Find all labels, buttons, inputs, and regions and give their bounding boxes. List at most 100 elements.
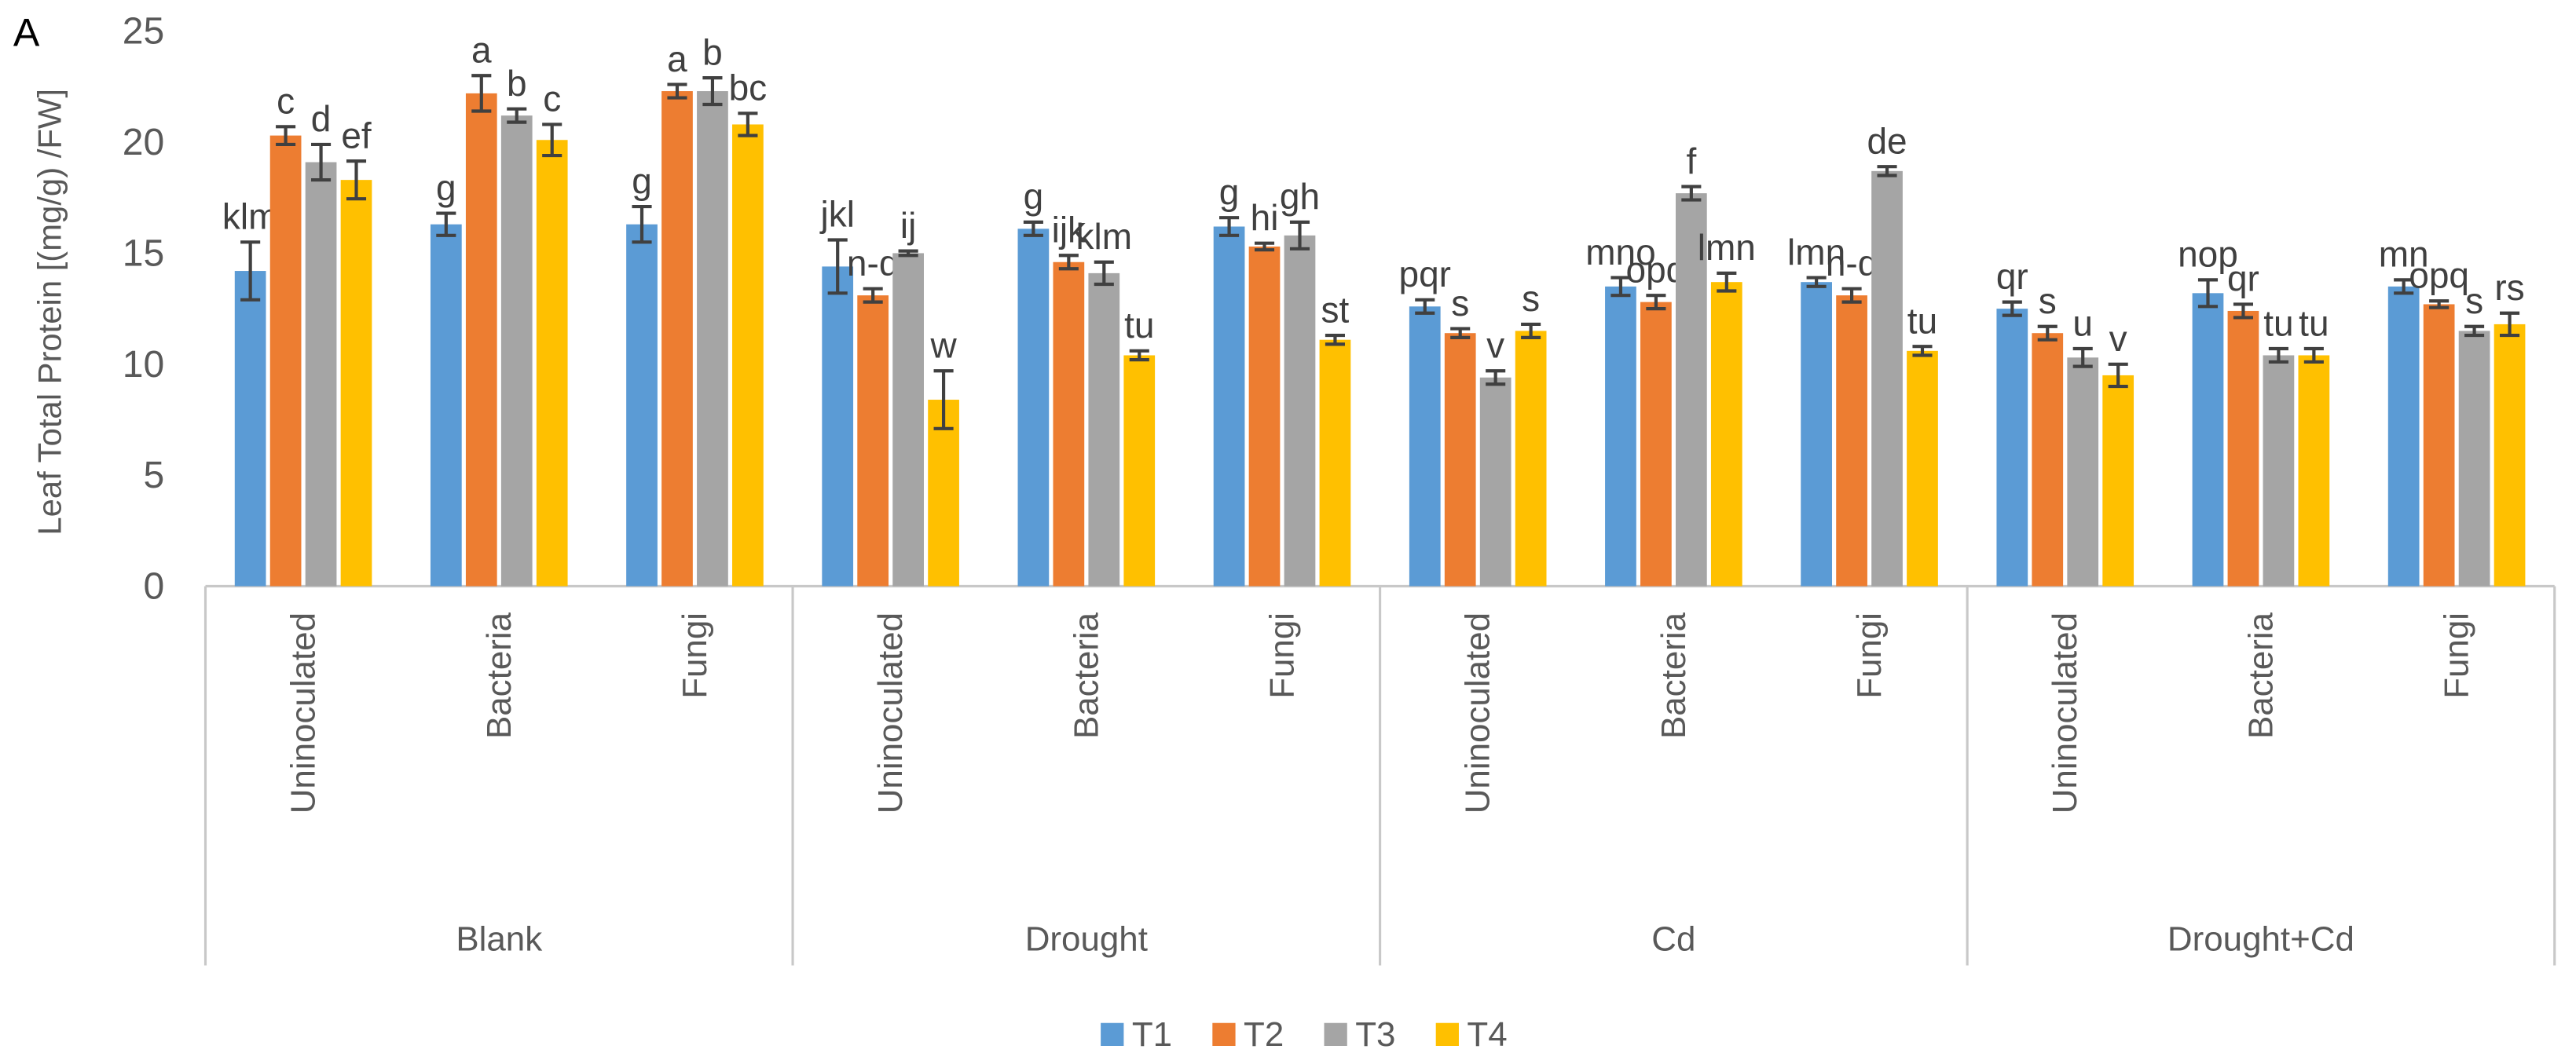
significance-letter-t4-blank-uninoculated: ef — [341, 115, 372, 155]
error-bar-t2-drought-cd-uninoculated — [2037, 324, 2058, 342]
legend-label: T3 — [1355, 1015, 1395, 1054]
y-tick-label: 15 — [123, 232, 164, 274]
series-t4: ef c bc w tu st s lmn tu v tu rs — [340, 68, 2526, 587]
error-bar-t4-drought-cd-bacteria — [2303, 346, 2324, 364]
y-tick-label: 20 — [123, 121, 164, 163]
error-bar-t2-cd-bacteria — [1646, 294, 1666, 311]
bar-t3-cd-fungi — [1871, 170, 1903, 587]
group-label-blank: Blank — [456, 920, 543, 959]
bar-t3-drought-bacteria — [1088, 272, 1120, 587]
error-bar-t1-drought-uninoculated — [827, 238, 848, 295]
bar-t2-drought-bacteria — [1053, 261, 1085, 587]
significance-letter-t3-blank-bacteria: b — [507, 63, 527, 104]
bar-t1-cd-uninoculated — [1409, 306, 1441, 587]
legend-item-t1: T1 — [1101, 1015, 1172, 1054]
error-bar-t2-blank-fungi — [667, 82, 687, 100]
category-label-blank-fungi: Fungi — [676, 612, 714, 699]
legend-label: T4 — [1467, 1015, 1507, 1054]
significance-letter-t2-blank-uninoculated: c — [277, 81, 295, 122]
bar-t2-drought-cd-uninoculated — [2032, 333, 2064, 587]
error-bar-t2-drought-uninoculated — [863, 287, 883, 304]
y-tick-label: 10 — [123, 343, 164, 386]
legend-swatch — [1101, 1022, 1124, 1046]
error-bar-t4-drought-fungi — [1325, 333, 1345, 346]
bar-t2-drought-cd-bacteria — [2227, 310, 2259, 587]
bar-t4-drought-uninoculated — [928, 400, 959, 587]
significance-letter-t3-blank-uninoculated: d — [311, 98, 332, 139]
significance-letter-t4-cd-fungi: tu — [1907, 300, 1937, 341]
bar-t1-drought-uninoculated — [822, 266, 854, 587]
error-bar-t4-drought-cd-uninoculated — [2108, 362, 2128, 389]
error-bar-t1-drought-cd-bacteria — [2197, 278, 2219, 309]
bar-t4-cd-uninoculated — [1515, 331, 1547, 587]
significance-letter-t3-cd-uninoculated: v — [1486, 325, 1504, 366]
category-label-drought-cd-uninoculated: Uninoculated — [2046, 612, 2084, 814]
significance-letter-t4-cd-bacteria: lmn — [1698, 227, 1756, 268]
y-axis-tick-labels: 0 5 10 15 20 25 — [123, 10, 164, 608]
bar-t4-drought-cd-uninoculated — [2102, 375, 2134, 587]
bar-t2-blank-uninoculated — [269, 135, 302, 587]
bar-t3-drought-cd-fungi — [2458, 331, 2490, 587]
significance-letter-t2-cd-fungi: n-q — [1826, 243, 1878, 283]
bar-t2-cd-bacteria — [1640, 302, 1672, 587]
significance-letter-t4-drought-cd-uninoculated: v — [2109, 318, 2127, 359]
y-axis-title: Leaf Total Protein [(mg/g) /FW] — [31, 89, 68, 536]
error-bar-t3-drought-cd-uninoculated — [2072, 346, 2093, 368]
significance-letter-t1-drought-cd-fungi: mn — [2379, 234, 2429, 275]
bar-t1-drought-cd-uninoculated — [1996, 309, 2028, 587]
error-bar-t1-blank-bacteria — [436, 211, 456, 237]
error-bar-t2-drought-cd-fungi — [2429, 299, 2450, 309]
significance-letter-t4-blank-fungi: bc — [729, 68, 768, 108]
legend-swatch — [1435, 1022, 1459, 1046]
significance-letter-t3-drought-cd-uninoculated: u — [2072, 302, 2093, 343]
error-bar-t4-blank-uninoculated — [346, 159, 367, 201]
significance-letter-t2-drought-uninoculated: n-q — [847, 243, 899, 283]
bar-t2-drought-fungi — [1248, 246, 1281, 587]
significance-letter-t2-drought-cd-uninoculated: s — [2039, 280, 2057, 321]
significance-letter-t1-drought-uninoculated: jkl — [819, 194, 854, 235]
bar-t4-cd-fungi — [1907, 350, 1938, 587]
error-bar-t4-cd-bacteria — [1717, 271, 1737, 293]
bar-t1-cd-fungi — [1801, 282, 1832, 587]
bar-t3-blank-uninoculated — [305, 162, 337, 587]
bar-t1-drought-bacteria — [1017, 229, 1050, 587]
y-tick-label: 0 — [143, 565, 164, 608]
significance-letter-t2-drought-fungi: hi — [1251, 197, 1279, 238]
legend-swatch — [1212, 1022, 1236, 1046]
significance-letter-t2-blank-bacteria: a — [471, 30, 492, 71]
bar-t4-drought-bacteria — [1123, 355, 1156, 587]
legend-swatch — [1324, 1022, 1347, 1046]
x-axis: Blank Uninoculated Bacteria Fungi Drought Uni… — [203, 584, 2556, 966]
significance-letter-t4-drought-uninoculated: w — [929, 325, 957, 366]
error-bar-t4-drought-cd-fungi — [2499, 311, 2520, 338]
error-bar-t4-drought-uninoculated — [933, 369, 954, 430]
bar-t1-blank-fungi — [626, 224, 658, 587]
series-t3: d b b ij klm gh v f de u tu s — [305, 31, 2490, 587]
bar-t2-cd-uninoculated — [1444, 333, 1476, 587]
legend-item-t4: T4 — [1435, 1015, 1508, 1054]
error-bar-t2-blank-uninoculated — [276, 125, 296, 147]
category-label-cd-uninoculated: Uninoculated — [1459, 612, 1497, 814]
error-bar-t3-drought-fungi — [1289, 220, 1310, 250]
legend: T1 T2 T3 T4 — [1101, 1015, 1508, 1054]
significance-letter-t2-drought-bacteria: ijk — [1052, 210, 1086, 250]
bar-t2-drought-cd-fungi — [2423, 304, 2455, 587]
bar-t3-drought-cd-bacteria — [2263, 355, 2295, 587]
significance-letter-t2-blank-fungi: a — [667, 38, 687, 79]
error-bar-t1-cd-bacteria — [1610, 276, 1631, 298]
error-bar-t3-drought-cd-bacteria — [2268, 346, 2288, 364]
bar-t2-drought-uninoculated — [857, 295, 889, 587]
group-label-drought-cd: Drought+Cd — [2167, 920, 2354, 959]
category-label-drought-fungi: Fungi — [1263, 612, 1302, 699]
significance-letter-t4-blank-bacteria: c — [543, 79, 561, 119]
error-bar-t1-drought-cd-fungi — [2394, 278, 2414, 295]
bar-t4-drought-cd-bacteria — [2298, 355, 2330, 587]
error-bar-t4-blank-fungi — [738, 112, 758, 137]
significance-letter-t1-drought-bacteria: g — [1024, 176, 1044, 217]
category-label-cd-bacteria: Bacteria — [1654, 612, 1693, 739]
significance-letter-t3-drought-uninoculated: ij — [900, 205, 916, 246]
error-bar-t2-drought-bacteria — [1058, 254, 1079, 271]
significance-letter-t1-cd-uninoculated: pqr — [1399, 254, 1451, 294]
